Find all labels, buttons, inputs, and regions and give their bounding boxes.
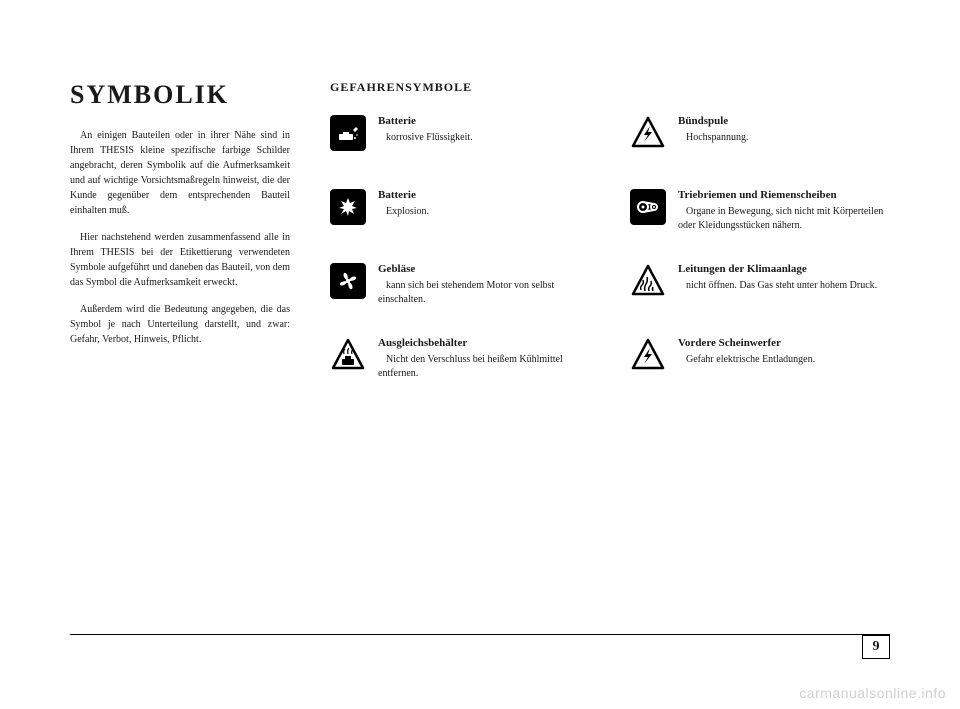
item-text: Ausgleichsbehälter Nicht den Verschluss …: [378, 337, 590, 381]
steam-icon: [330, 337, 366, 373]
paragraph: Hier nachstehend werden zusammenfassend …: [70, 230, 290, 290]
item-title: Triebriemen und Riemenscheiben: [678, 189, 890, 201]
item-title: Leitungen der Klimaanlage: [678, 263, 890, 275]
item-text: Gebläse kann sich bei stehendem Motor vo…: [378, 263, 590, 307]
item-desc: Explosion.: [378, 205, 590, 219]
symbol-item: Gebläse kann sich bei stehendem Motor vo…: [330, 263, 590, 307]
item-desc: Hochspannung.: [678, 131, 890, 145]
symbol-item: Batterie Explosion.: [330, 189, 590, 233]
left-column: SYMBOLIK An einigen Bauteilen oder in ih…: [70, 80, 290, 381]
page-number: 9: [862, 635, 890, 659]
item-text: Batterie korrosive Flüssigkeit.: [378, 115, 590, 159]
page-content: SYMBOLIK An einigen Bauteilen oder in ih…: [0, 0, 960, 421]
spark-icon: [630, 115, 666, 151]
section-header: GEFAHRENSYMBOLE: [330, 80, 890, 95]
right-column: GEFAHRENSYMBOLE Batterie korrosive Flüss…: [330, 80, 890, 381]
symbol-item: Bündspule Hochspannung.: [630, 115, 890, 159]
item-text: Leitungen der Klimaanlage nicht öffnen. …: [678, 263, 890, 307]
item-desc: kann sich bei stehendem Motor von selbst…: [378, 279, 590, 307]
symbol-item: Vordere Scheinwerfer Gefahr elektrische …: [630, 337, 890, 381]
symbol-item: Batterie korrosive Flüssigkeit.: [330, 115, 590, 159]
item-text: Batterie Explosion.: [378, 189, 590, 233]
item-title: Gebläse: [378, 263, 590, 275]
item-desc: nicht öffnen. Das Gas steht unter hohem …: [678, 279, 890, 293]
item-title: Batterie: [378, 115, 590, 127]
item-text: Vordere Scheinwerfer Gefahr elektrische …: [678, 337, 890, 381]
item-title: Vordere Scheinwerfer: [678, 337, 890, 349]
item-text: Bündspule Hochspannung.: [678, 115, 890, 159]
item-title: Batterie: [378, 189, 590, 201]
item-desc: Gefahr elektrische Entladungen.: [678, 353, 890, 367]
item-desc: Organe in Bewegung, sich nicht mit Körpe…: [678, 205, 890, 233]
explosion-icon: [330, 189, 366, 225]
item-desc: korrosive Flüssigkeit.: [378, 131, 590, 145]
item-title: Ausgleichsbehälter: [378, 337, 590, 349]
spark-icon: [630, 337, 666, 373]
symbol-item: Ausgleichsbehälter Nicht den Verschluss …: [330, 337, 590, 381]
symbol-grid: Batterie korrosive Flüssigkeit. Bündspul…: [330, 115, 890, 381]
heat-lines-icon: [630, 263, 666, 299]
page-title: SYMBOLIK: [70, 80, 290, 110]
item-title: Bündspule: [678, 115, 890, 127]
paragraph: An einigen Bauteilen oder in ihrer Nähe …: [70, 128, 290, 218]
symbol-item: Leitungen der Klimaanlage nicht öffnen. …: [630, 263, 890, 307]
page-footer: 9: [70, 634, 890, 659]
watermark: carmanualsonline.info: [799, 685, 946, 701]
symbol-item: Triebriemen und Riemenscheiben Organe in…: [630, 189, 890, 233]
paragraph: Außerdem wird die Bedeutung angegeben, d…: [70, 302, 290, 347]
fan-icon: [330, 263, 366, 299]
belt-icon: [630, 189, 666, 225]
item-desc: Nicht den Verschluss bei heißem Kühlmitt…: [378, 353, 590, 381]
item-text: Triebriemen und Riemenscheiben Organe in…: [678, 189, 890, 233]
battery-corrosive-icon: [330, 115, 366, 151]
